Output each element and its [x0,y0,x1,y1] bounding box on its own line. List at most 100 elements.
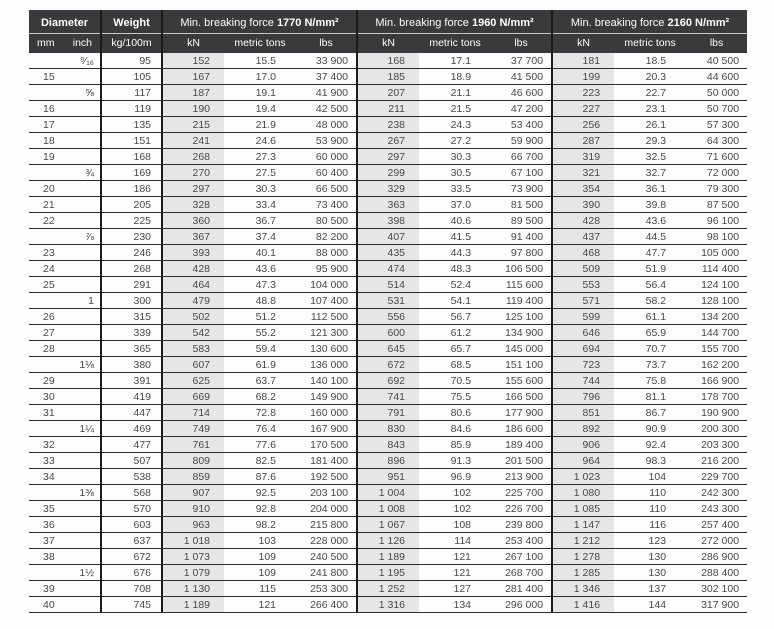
cell-kn-1960: 168 [356,53,420,69]
cell-inch [64,340,102,357]
cell-tons-1960: 41.5 [419,228,492,245]
cell-mm: 33 [29,452,64,469]
cell-inch: ⅝ [64,84,102,101]
cell-weight: 447 [100,404,163,421]
cell-kn-1770: 761 [161,436,225,453]
cell-kn-2160: 319 [551,148,615,165]
cell-lbs-1770: 140 100 [296,372,358,389]
cell-lbs-1960: 201 500 [491,452,553,469]
cell-mm [29,420,64,437]
cell-lbs-1770: 204 000 [296,500,358,517]
cell-tons-2160: 47.7 [614,244,687,261]
cell-weight: 745 [100,596,163,613]
cell-kn-1770: 187 [161,84,225,101]
cell-kn-2160: 468 [551,244,615,261]
table-row: 31 447 714 72.8 160 000 791 80.6 177 900 851 86.7… [29,404,748,421]
cell-tons-1770: 55.2 [224,324,297,341]
cell-mm: 24 [29,260,64,277]
cell-weight: 469 [100,420,163,437]
cell-tons-1770: 109 [224,564,297,581]
cell-weight: 117 [100,84,163,101]
cell-mm: 16 [29,100,64,117]
cell-lbs-2160: 203 300 [686,436,748,453]
cell-kn-2160: 437 [551,228,615,245]
cell-weight: 105 [100,68,163,85]
cell-lbs-2160: 87 500 [686,196,748,213]
cell-tons-1960: 70.5 [419,372,492,389]
cell-weight: 95 [100,53,163,69]
cell-tons-1960: 33.5 [419,180,492,197]
cell-tons-1770: 63.7 [224,372,297,389]
cell-kn-1770: 270 [161,164,225,181]
cell-tons-1960: 37.0 [419,196,492,213]
cell-kn-1770: 428 [161,260,225,277]
cell-lbs-2160: 128 100 [686,292,748,309]
cell-tons-1960: 27.2 [419,132,492,149]
cell-weight: 186 [100,180,163,197]
table-row: 29 391 625 63.7 140 100 692 70.5 155 600 744 75.8… [29,372,748,389]
cell-kn-1770: 859 [161,468,225,485]
cell-lbs-2160: 40 500 [686,53,748,69]
cell-mm: 23 [29,244,64,261]
header-group-2160: Min. breaking force 2160 N/mm² [551,10,748,34]
cell-lbs-1960: 296 000 [491,596,553,613]
cell-kn-1960: 474 [356,260,420,277]
cell-kn-1960: 951 [356,468,420,485]
cell-kn-2160: 599 [551,308,615,325]
header-group-1770: Min. breaking force 1770 N/mm² [161,10,358,34]
cell-tons-2160: 36.1 [614,180,687,197]
cell-weight: 291 [100,276,163,293]
cell-kn-1770: 502 [161,308,225,325]
cell-tons-2160: 56.4 [614,276,687,293]
cell-tons-2160: 130 [614,548,687,565]
cell-kn-1770: 328 [161,196,225,213]
cell-kn-2160: 906 [551,436,615,453]
cell-kn-1770: 297 [161,180,225,197]
cell-lbs-1770: 170 500 [296,436,358,453]
table-row: 37 637 1 018 103 228 000 1 126 114 253 400 1 212… [29,532,748,549]
cell-mm [29,484,64,501]
cell-inch [64,244,102,261]
cell-lbs-1770: 121 300 [296,324,358,341]
cell-kn-1960: 531 [356,292,420,309]
cell-tons-1960: 44.3 [419,244,492,261]
cell-tons-1960: 96.9 [419,468,492,485]
cell-inch [64,100,102,117]
cell-kn-2160: 354 [551,180,615,197]
cell-mm: 38 [29,548,64,565]
cell-tons-1960: 54.1 [419,292,492,309]
cell-inch [64,132,102,149]
cell-lbs-2160: 288 400 [686,564,748,581]
cell-lbs-2160: 243 300 [686,500,748,517]
cell-tons-1960: 108 [419,516,492,533]
cell-tons-2160: 23.1 [614,100,687,117]
cell-lbs-1960: 213 900 [491,468,553,485]
cell-tons-1770: 77.6 [224,436,297,453]
cell-tons-2160: 75.8 [614,372,687,389]
cell-mm: 35 [29,500,64,517]
cell-lbs-1770: 253 300 [296,580,358,597]
cell-lbs-1960: 253 400 [491,532,553,549]
cell-lbs-1960: 97 800 [491,244,553,261]
cell-inch: ⅞ [64,228,102,245]
cell-kn-1770: 393 [161,244,225,261]
cell-lbs-1960: 81 500 [491,196,553,213]
cell-kn-2160: 964 [551,452,615,469]
cell-tons-1770: 19.1 [224,84,297,101]
cell-inch [64,212,102,229]
cell-weight: 507 [100,452,163,469]
cell-tons-1960: 114 [419,532,492,549]
cell-tons-1770: 87.6 [224,468,297,485]
cell-tons-1770: 40.1 [224,244,297,261]
cell-weight: 168 [100,148,163,165]
cell-tons-2160: 81.1 [614,388,687,405]
cell-inch: 1⅜ [64,484,102,501]
cell-inch: 1¼ [64,420,102,437]
cell-mm [29,228,64,245]
cell-tons-2160: 73.7 [614,356,687,373]
cell-mm: 37 [29,532,64,549]
cell-tons-1770: 47.3 [224,276,297,293]
cell-tons-1960: 102 [419,500,492,517]
cell-lbs-2160: 50 700 [686,100,748,117]
table-row: 35 570 910 92.8 204 000 1 008 102 226 700 1 085 1… [29,500,748,517]
